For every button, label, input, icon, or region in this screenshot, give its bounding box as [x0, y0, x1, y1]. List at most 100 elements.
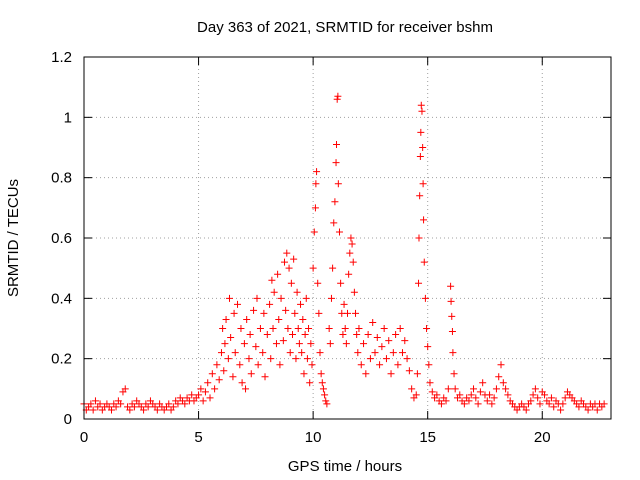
data-point — [366, 355, 374, 363]
data-point — [225, 294, 233, 302]
data-point — [557, 406, 565, 414]
data-point — [353, 331, 361, 339]
data-points — [80, 92, 608, 414]
data-point — [282, 306, 290, 314]
data-point — [247, 370, 255, 378]
data-point — [449, 349, 457, 357]
data-point — [337, 279, 345, 287]
data-point — [529, 391, 537, 399]
plot-frame — [83, 56, 612, 420]
data-point — [342, 340, 350, 348]
data-point — [89, 406, 97, 414]
data-point — [201, 388, 209, 396]
data-point — [290, 255, 298, 263]
data-point — [308, 361, 316, 369]
data-point — [360, 340, 368, 348]
data-point — [398, 349, 406, 357]
data-point — [497, 361, 505, 369]
data-point — [418, 107, 426, 115]
data-point — [268, 276, 276, 284]
data-point — [253, 294, 261, 302]
data-point — [229, 373, 237, 381]
data-point — [298, 349, 306, 357]
data-point — [408, 385, 416, 393]
data-point — [474, 400, 482, 408]
data-point — [330, 219, 338, 227]
data-point — [425, 361, 433, 369]
data-point — [274, 270, 282, 278]
data-point — [292, 355, 300, 363]
data-point — [447, 297, 455, 305]
data-point — [502, 385, 510, 393]
data-point — [550, 403, 558, 411]
data-point — [312, 180, 320, 188]
data-point — [222, 315, 230, 323]
x-axis-title: GPS time / hours — [288, 458, 402, 475]
data-point — [319, 385, 327, 393]
data-point — [311, 204, 319, 212]
data-point — [380, 325, 388, 332]
data-point — [575, 403, 583, 411]
data-point — [327, 294, 335, 302]
data-point — [369, 318, 377, 326]
data-point — [318, 379, 326, 387]
data-point — [321, 391, 329, 399]
data-point — [211, 385, 219, 393]
data-point — [460, 400, 468, 408]
data-point — [357, 361, 365, 369]
data-point — [426, 379, 434, 387]
data-point — [600, 400, 608, 408]
data-point — [536, 400, 544, 408]
data-point — [488, 400, 496, 408]
data-point — [401, 337, 409, 345]
data-point — [269, 325, 277, 332]
data-point — [206, 394, 214, 402]
data-point — [447, 282, 455, 290]
data-point — [236, 361, 244, 369]
data-point — [392, 331, 400, 339]
data-point — [305, 325, 313, 332]
data-point — [428, 388, 436, 396]
data-point — [382, 355, 390, 363]
x-tick-label: 10 — [305, 429, 322, 446]
data-point — [403, 355, 411, 363]
data-point — [307, 340, 315, 348]
data-point — [256, 325, 264, 332]
data-point — [433, 391, 441, 399]
data-point — [472, 394, 480, 402]
data-point — [310, 228, 318, 236]
grid-lines — [84, 57, 611, 419]
data-point — [299, 315, 307, 323]
data-point — [144, 403, 152, 411]
data-point — [527, 397, 535, 405]
data-point — [341, 325, 349, 332]
data-point — [165, 400, 173, 408]
data-point — [344, 309, 351, 317]
data-point — [483, 397, 491, 405]
data-point — [364, 331, 372, 339]
data-point — [421, 294, 429, 302]
y-axis-title: SRMTID / TECUs — [5, 179, 22, 297]
data-point — [213, 361, 221, 369]
data-point — [208, 370, 216, 378]
data-point — [280, 258, 288, 266]
data-point — [309, 264, 317, 272]
data-point — [230, 309, 238, 317]
data-point — [227, 334, 235, 342]
data-point — [547, 394, 555, 402]
x-tick-label: 15 — [419, 429, 436, 446]
data-point — [442, 397, 450, 405]
data-point — [238, 379, 246, 387]
data-point — [456, 391, 464, 399]
y-tick-label: 0 — [64, 411, 72, 428]
data-point — [267, 355, 275, 363]
data-point — [417, 128, 425, 136]
data-point — [215, 376, 223, 384]
data-point — [243, 315, 251, 323]
data-point — [217, 349, 225, 357]
data-point — [300, 370, 308, 378]
data-point — [332, 159, 340, 167]
data-point — [153, 406, 161, 414]
data-point — [169, 403, 177, 411]
data-point — [261, 373, 269, 381]
